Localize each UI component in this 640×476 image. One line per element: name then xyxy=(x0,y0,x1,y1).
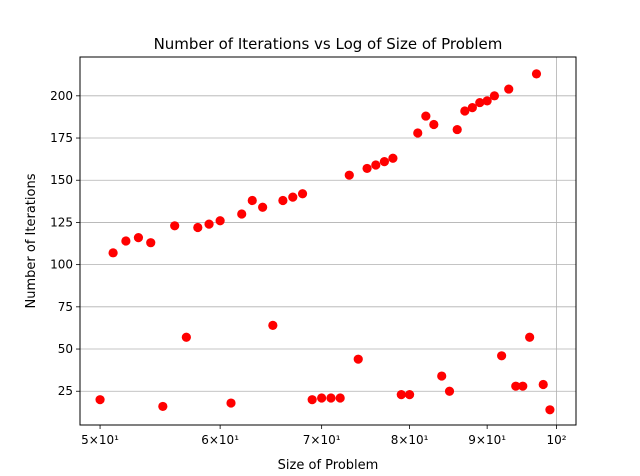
data-point-45 xyxy=(518,381,528,391)
data-point-48 xyxy=(538,379,548,390)
y-tick-label-5: 150 xyxy=(50,173,73,187)
y-tick-label-0: 25 xyxy=(58,384,73,398)
data-point-14 xyxy=(258,202,268,212)
data-point-9 xyxy=(204,219,214,229)
y-tick-label-1: 50 xyxy=(58,342,73,356)
data-point-17 xyxy=(288,192,298,202)
data-point-25 xyxy=(362,163,372,174)
x-tick-label-5: 10² xyxy=(546,433,566,447)
data-point-35 xyxy=(444,386,455,396)
data-point-46 xyxy=(525,332,535,342)
data-point-3 xyxy=(133,233,144,243)
data-point-24 xyxy=(353,354,363,364)
data-point-33 xyxy=(429,119,439,130)
data-point-47 xyxy=(531,69,542,79)
x-tick-label-2: 7×10¹ xyxy=(303,433,341,447)
y-tick-label-6: 175 xyxy=(50,131,73,145)
data-point-4 xyxy=(146,238,156,248)
data-point-27 xyxy=(379,157,390,167)
data-point-8 xyxy=(193,222,203,233)
x-tick-label-0: 5×10¹ xyxy=(81,433,119,447)
data-point-26 xyxy=(371,160,381,170)
data-point-16 xyxy=(278,195,288,206)
points-layer xyxy=(95,69,555,415)
data-point-31 xyxy=(413,128,423,138)
data-point-20 xyxy=(317,393,327,403)
data-point-10 xyxy=(215,216,225,226)
data-point-23 xyxy=(344,170,354,180)
data-point-0 xyxy=(95,395,105,405)
y-tick-label-7: 200 xyxy=(50,89,73,103)
data-point-41 xyxy=(489,91,500,101)
x-axis-label: Size of Problem xyxy=(278,458,379,473)
data-point-28 xyxy=(388,153,398,163)
data-point-42 xyxy=(497,351,507,361)
data-point-30 xyxy=(404,390,415,400)
plot-frame xyxy=(79,56,577,426)
data-point-6 xyxy=(170,221,180,231)
data-point-43 xyxy=(504,84,514,94)
data-point-37 xyxy=(460,106,470,116)
x-tick-label-4: 9×10¹ xyxy=(468,433,506,447)
data-point-2 xyxy=(121,236,131,246)
data-point-13 xyxy=(247,195,257,206)
data-point-29 xyxy=(396,390,406,400)
grid-layer xyxy=(80,57,576,425)
data-point-18 xyxy=(297,189,308,199)
ticks-layer: 25 50 75 100 125 150 175 200 5×10¹ 6×10¹ 7×10¹ 8×10… xyxy=(50,89,567,447)
data-point-7 xyxy=(181,332,191,342)
data-point-19 xyxy=(307,395,317,405)
y-axis-label: Number of Iterations xyxy=(24,173,39,308)
data-point-44 xyxy=(511,381,521,391)
data-point-32 xyxy=(421,111,431,121)
chart-title: Number of Iterations vs Log of Size of P… xyxy=(154,35,503,53)
data-point-5 xyxy=(158,401,168,412)
data-point-12 xyxy=(237,209,247,219)
data-point-22 xyxy=(335,393,345,403)
y-tick-label-3: 100 xyxy=(50,258,73,272)
data-point-21 xyxy=(326,393,336,403)
data-point-15 xyxy=(268,320,278,331)
data-point-36 xyxy=(452,124,462,135)
y-tick-label-2: 75 xyxy=(58,300,73,314)
data-point-40 xyxy=(482,96,492,106)
data-point-39 xyxy=(475,97,485,108)
x-tick-label-3: 8×10¹ xyxy=(391,433,429,447)
data-point-34 xyxy=(437,371,447,381)
x-tick-label-1: 6×10¹ xyxy=(201,433,239,447)
data-point-11 xyxy=(226,398,236,408)
data-point-1 xyxy=(108,248,118,258)
data-point-38 xyxy=(467,103,477,113)
data-point-49 xyxy=(545,405,555,415)
y-tick-label-4: 125 xyxy=(50,215,73,229)
